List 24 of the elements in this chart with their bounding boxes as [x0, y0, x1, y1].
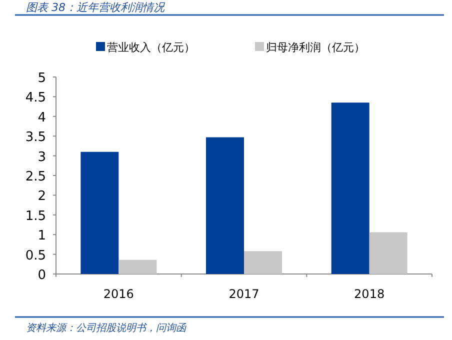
text: 资料来源：公司招股说明书，问询函 [26, 322, 187, 334]
bar [331, 102, 370, 274]
bar [206, 137, 244, 274]
y-tick-label: 1 [38, 228, 46, 244]
legend-item: 营业收入（亿元） [96, 41, 195, 54]
chart-title: 图表 38：近年营收利润情况 [26, 1, 166, 14]
y-tick-label: 2.5 [25, 170, 46, 184]
y-tick-label: 0 [38, 268, 46, 283]
legend-item: 归母净利润（亿元） [255, 41, 365, 54]
bar [244, 251, 282, 274]
bar [369, 232, 408, 274]
x-tick-label: 2017 [228, 287, 260, 301]
x-tick-label: 2016 [103, 287, 134, 301]
bar [80, 152, 119, 274]
x-tick-label: 2018 [354, 287, 385, 301]
bar [118, 260, 157, 274]
y-tick-label: 3 [38, 150, 46, 165]
y-tick-label: 0.5 [25, 248, 46, 264]
y-tick-label: 5 [38, 71, 46, 86]
y-tick-label: 2 [38, 189, 46, 204]
y-tick-label: 1.5 [25, 208, 46, 224]
y-tick-label: 3.5 [25, 130, 46, 146]
y-tick-label: 4 [38, 110, 46, 126]
y-tick-label: 4.5 [25, 90, 46, 106]
